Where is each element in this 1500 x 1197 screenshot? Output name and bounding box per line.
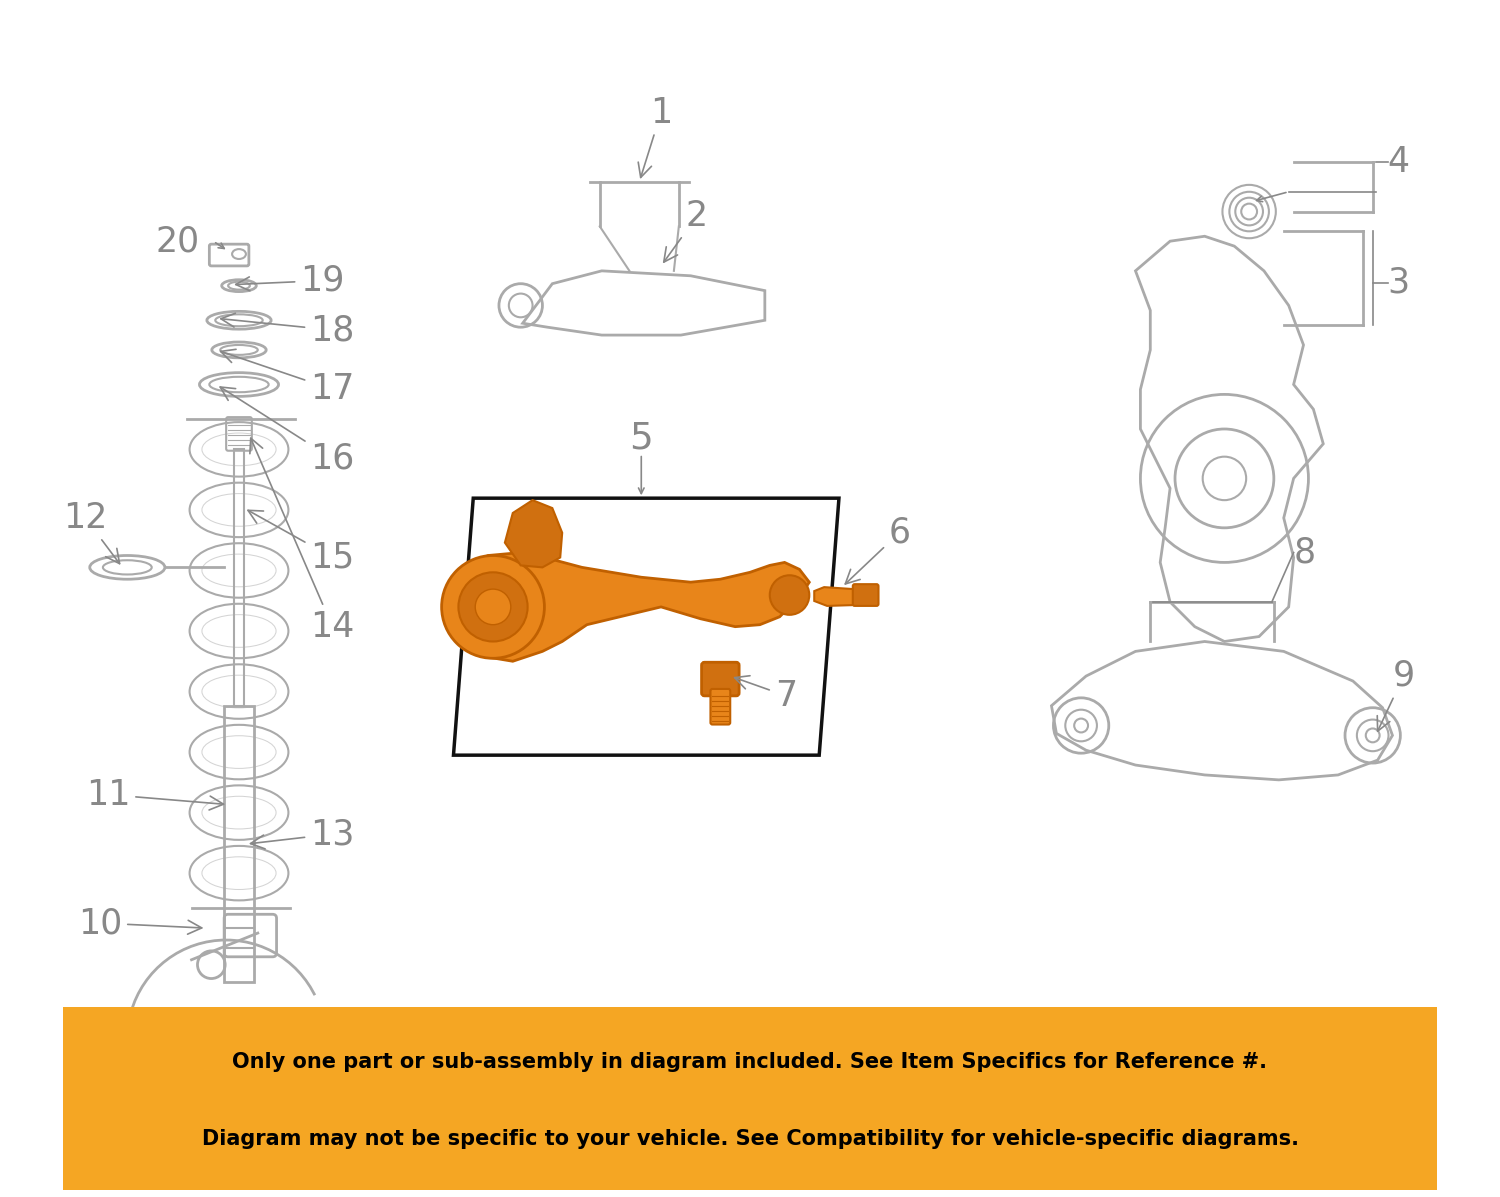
Bar (224, 706, 254, 983)
Circle shape (770, 576, 810, 615)
Text: 2: 2 (664, 200, 708, 262)
Circle shape (476, 589, 512, 625)
Text: 13: 13 (251, 818, 354, 851)
Text: 8: 8 (1293, 535, 1316, 570)
Polygon shape (506, 500, 562, 567)
Text: 12: 12 (63, 500, 120, 564)
Polygon shape (444, 553, 810, 661)
Text: Only one part or sub-assembly in diagram included. See Item Specifics for Refere: Only one part or sub-assembly in diagram… (232, 1052, 1268, 1073)
Text: 6: 6 (846, 516, 910, 584)
Text: 16: 16 (220, 387, 354, 475)
Circle shape (459, 572, 528, 642)
Text: 15: 15 (248, 510, 354, 575)
Text: 14: 14 (251, 438, 354, 644)
Bar (63, 1007, 1437, 1190)
Text: Diagram may not be specific to your vehicle. See Compatibility for vehicle-speci: Diagram may not be specific to your vehi… (201, 1129, 1299, 1149)
Text: 9: 9 (1377, 660, 1414, 731)
Text: 19: 19 (236, 263, 345, 298)
Circle shape (441, 555, 544, 658)
Text: 4: 4 (1388, 145, 1410, 180)
Text: 20: 20 (156, 224, 200, 259)
Polygon shape (815, 588, 870, 606)
Text: 1: 1 (638, 96, 672, 177)
Text: 17: 17 (220, 350, 354, 406)
Text: 3: 3 (1388, 266, 1410, 299)
FancyBboxPatch shape (711, 689, 730, 724)
Text: 10: 10 (78, 906, 201, 940)
Text: 11: 11 (86, 778, 224, 812)
Text: 5: 5 (630, 421, 652, 457)
Text: 18: 18 (220, 314, 354, 347)
FancyBboxPatch shape (853, 584, 879, 606)
Text: 7: 7 (735, 676, 796, 712)
Bar (234, 449, 244, 706)
FancyBboxPatch shape (702, 662, 740, 695)
